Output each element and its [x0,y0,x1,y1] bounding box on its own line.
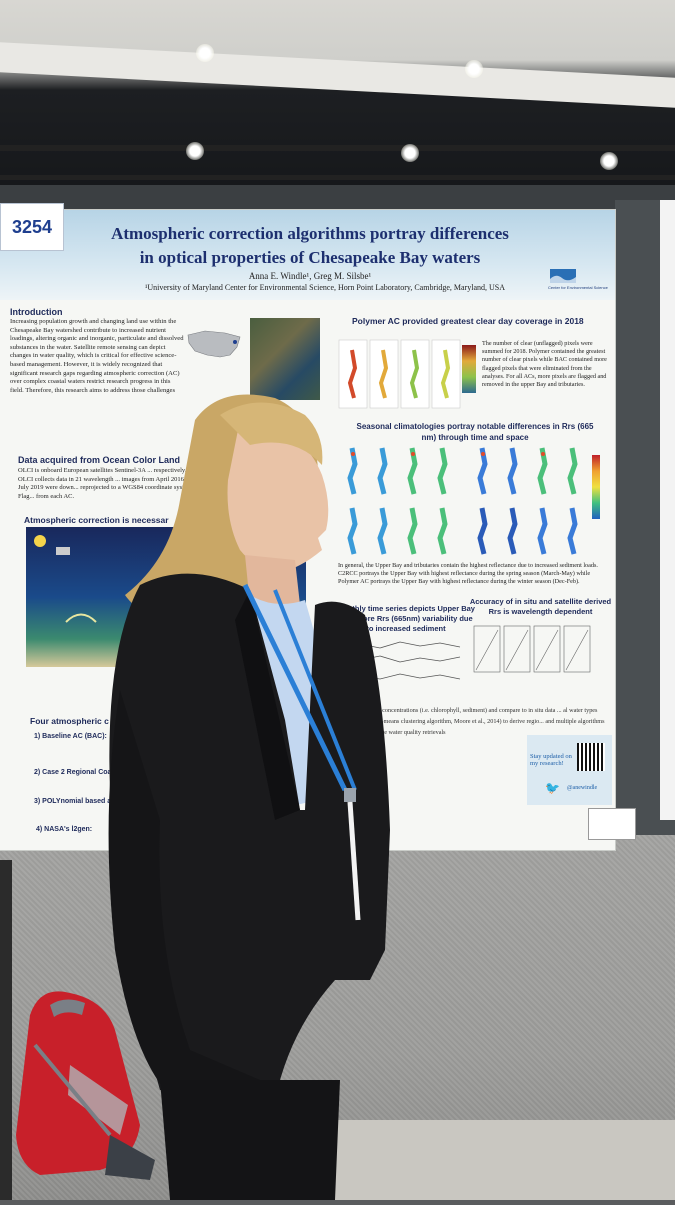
ac-list-item: 3) POLYnomial based alg [34,798,118,805]
accuracy-scatter-plots [472,622,612,680]
ceiling-rail [0,175,675,180]
ocean-color-text: OLCI is onboard European satellites Sent… [18,467,194,500]
twitter-handle: @anewindle [567,785,598,791]
qr-code [577,743,605,771]
polymer-heading: Polymer AC provided greatest clear day c… [352,316,584,326]
ocean-color-heading: Data acquired from Ocean Color Land [18,455,181,465]
intro-paragraph-2: Therefore, this research aims to address… [25,386,176,394]
ac-heading: Atmospheric correction is necessar [24,515,169,525]
seasonal-climatology-maps [336,442,592,562]
rrs-colorbar [592,455,600,519]
poster-authors: Anna E. Windle¹, Greg M. Silsbe¹ [248,271,372,281]
poster-title-line-1: Atmospheric correction algorithms portra… [111,224,509,243]
umces-logo: Center for Environmental Science [548,265,608,295]
future-work-text: physical concentrations (i.e. chlorophyl… [360,707,605,736]
poster-affiliation: ¹University of Maryland Center for Envir… [144,283,505,292]
ac-list-item: 1) Baseline AC (BAC): [34,733,107,740]
seasonal-text: In general, the Upper Bay and tributarie… [338,562,598,585]
ac-list-item: 2) Case 2 Regional Coast [34,769,118,776]
hall-floor [300,1120,675,1200]
ceiling-light [196,44,214,62]
ceiling-light [186,142,204,160]
stay-updated-box: Stay updated on my research! 🐦 @anewindl… [527,735,612,805]
intro-text: Increasing population growth and changin… [10,318,185,395]
neighbor-poster-edge [660,200,675,820]
seasonal-heading: Seasonal climatologies portray notable d… [356,422,594,442]
poster-header-band [0,210,615,300]
polymer-text: The number of clear (unflagged) pixels w… [482,340,607,389]
twitter-icon: 🐦 [545,781,560,795]
monthly-heading: Monthly time series depicts Upper Bay wi… [337,604,475,633]
accuracy-heading: Accuracy of in situ and satellite derive… [469,597,612,616]
ceiling-light [600,152,618,170]
logo-text: Center for Environmental Science [548,285,608,290]
four-ac-heading: Four atmospheric c [30,716,109,726]
booth-tag [588,808,636,840]
polymer-coverage-maps [338,338,462,412]
ceiling-light [401,144,419,162]
intro-heading: Introduction [10,307,63,317]
red-backpack [10,985,160,1180]
poster-number-badge: 3254 [0,203,64,251]
stay-updated-text: Stay updated on my research! [530,753,572,767]
ceiling-rail [0,145,675,151]
ac-list-item: 4) NASA's l2gen: [36,826,93,833]
poster-stand [0,860,12,1200]
presenter [100,390,400,1200]
usa-map [185,325,245,365]
chesapeake-satellite-image [250,318,320,400]
ceiling-light [465,60,483,78]
intro-paragraph: Increasing population growth and changin… [10,318,184,394]
poster-title-line-2: in optical properties of Chesapeake Bay … [139,248,481,267]
poster-title: Atmospheric correction algorithms portra… [70,222,550,270]
coverage-colorbar [462,345,476,393]
